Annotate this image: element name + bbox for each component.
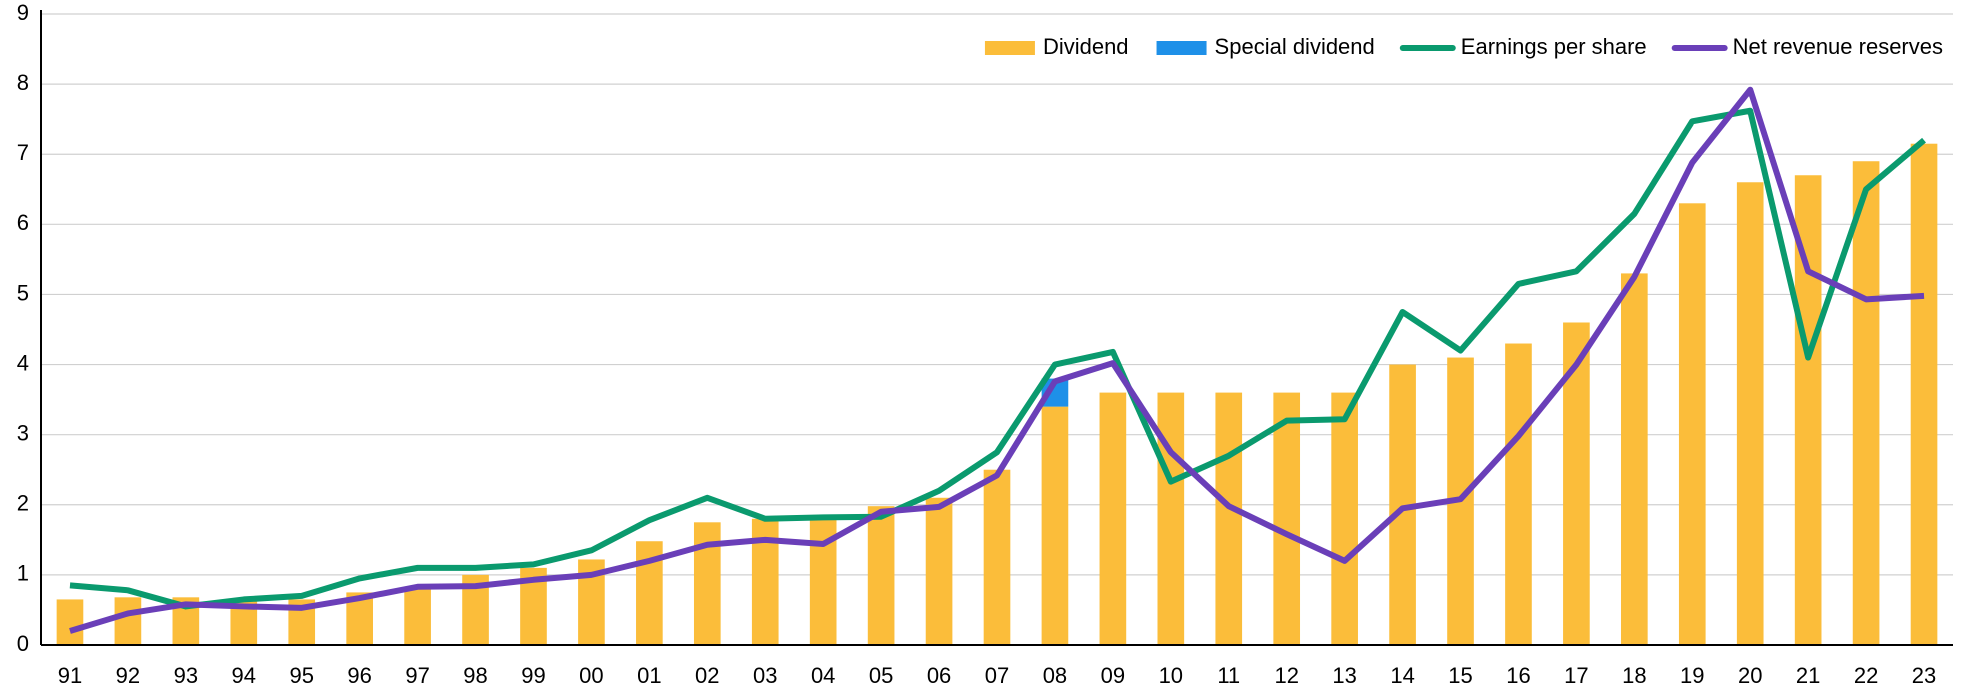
bar xyxy=(809,515,837,645)
bar xyxy=(1736,182,1764,645)
x-tick-label: 13 xyxy=(1332,663,1356,688)
legend-swatch xyxy=(1156,41,1207,55)
x-tick-label: 95 xyxy=(289,663,313,688)
x-tick-label: 14 xyxy=(1390,663,1414,688)
x-tick-label: 09 xyxy=(1101,663,1125,688)
bar xyxy=(1678,203,1706,646)
bar xyxy=(404,588,431,645)
legend-label: Dividend xyxy=(1043,34,1129,59)
x-tick-label: 17 xyxy=(1564,663,1588,688)
line xyxy=(69,86,1925,634)
bar xyxy=(1099,392,1127,645)
bar xyxy=(1852,161,1880,645)
x-tick-label: 05 xyxy=(869,663,893,688)
x-tick-label: 23 xyxy=(1912,663,1936,688)
x-tick-label: 00 xyxy=(579,663,603,688)
y-tick-label: 4 xyxy=(17,350,29,375)
bar xyxy=(1215,392,1243,645)
bar xyxy=(1505,343,1532,645)
bar xyxy=(1331,392,1358,645)
x-tick-label: 94 xyxy=(232,663,256,688)
legend-label: Net revenue reserves xyxy=(1733,34,1943,59)
y-tick-label: 9 xyxy=(17,0,29,25)
bar xyxy=(1041,406,1069,645)
bar xyxy=(693,522,721,645)
y-tick-label: 3 xyxy=(17,420,29,445)
x-tick-label: 07 xyxy=(985,663,1009,688)
x-tick-label: 92 xyxy=(116,663,140,688)
x-tick-label: 22 xyxy=(1854,663,1878,688)
line xyxy=(69,107,1926,610)
y-tick-label: 5 xyxy=(17,280,29,305)
legend-label: Special dividend xyxy=(1215,34,1375,59)
legend-label: Earnings per share xyxy=(1461,34,1647,59)
legend-swatch xyxy=(984,41,1035,55)
y-tick-label: 0 xyxy=(17,631,29,656)
x-tick-label: 01 xyxy=(637,663,661,688)
x-tick-label: 98 xyxy=(463,663,487,688)
x-tick-label: 12 xyxy=(1274,663,1298,688)
bar xyxy=(56,599,84,645)
x-tick-label: 10 xyxy=(1159,663,1183,688)
x-tick-label: 97 xyxy=(405,663,429,688)
x-tick-label: 93 xyxy=(174,663,198,688)
bar xyxy=(983,469,1011,645)
bar xyxy=(1273,392,1301,645)
x-tick-label: 04 xyxy=(811,663,835,688)
bar xyxy=(1910,143,1938,645)
x-tick-label: 08 xyxy=(1043,663,1067,688)
bar xyxy=(1794,175,1822,645)
bar xyxy=(1563,322,1590,645)
x-tick-label: 06 xyxy=(927,663,951,688)
y-tick-label: 2 xyxy=(17,491,29,516)
x-tick-label: 15 xyxy=(1448,663,1472,688)
x-tick-label: 20 xyxy=(1738,663,1762,688)
x-tick-label: 99 xyxy=(521,663,545,688)
x-tick-label: 11 xyxy=(1217,663,1240,688)
x-tick-label: 96 xyxy=(347,663,371,688)
y-tick-label: 6 xyxy=(17,210,29,235)
x-tick-label: 18 xyxy=(1622,663,1646,688)
y-tick-label: 1 xyxy=(17,561,29,586)
y-tick-label: 8 xyxy=(17,70,29,95)
x-tick-label: 02 xyxy=(695,663,719,688)
bar xyxy=(114,597,142,645)
bar xyxy=(1621,273,1648,645)
x-tick-label: 19 xyxy=(1680,663,1704,688)
x-tick-label: 91 xyxy=(58,663,82,688)
x-tick-label: 21 xyxy=(1796,663,1820,688)
bar xyxy=(867,506,895,645)
x-tick-label: 16 xyxy=(1506,663,1530,688)
x-tick-label: 03 xyxy=(753,663,777,688)
bar xyxy=(925,497,953,645)
bar xyxy=(1157,392,1185,645)
y-tick-label: 7 xyxy=(17,140,29,165)
